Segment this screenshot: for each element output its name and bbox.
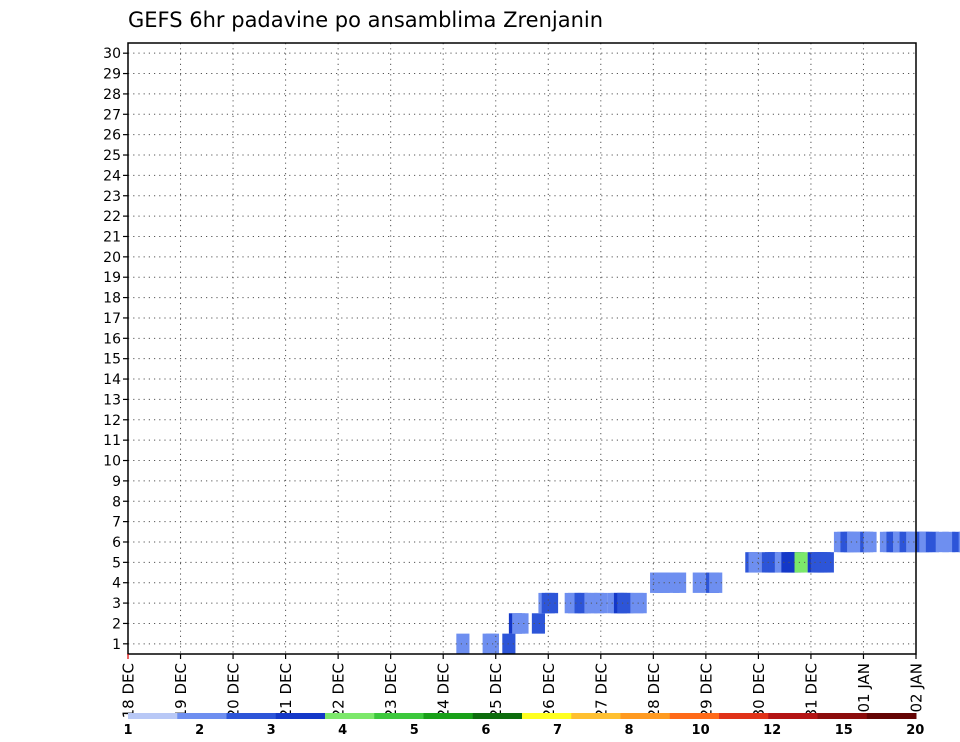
legend-swatch: [374, 713, 424, 719]
heatmap-cell: [820, 552, 834, 573]
y-tick-label: 10: [103, 454, 121, 470]
legend-swatch: [719, 713, 769, 719]
legend-swatch: [226, 713, 277, 719]
legend-swatch: [571, 713, 621, 719]
y-tick-label: 5: [112, 555, 121, 571]
x-tick-label: 24 DEC: [435, 663, 453, 718]
x-tick-label: 02 JAN: [908, 663, 926, 713]
heatmap-cell: [633, 592, 647, 614]
heatmap-cell: [531, 613, 545, 634]
legend-swatch: [325, 713, 375, 719]
x-tick-label: 01 JAN: [855, 663, 873, 713]
heatmap-cell: [925, 531, 939, 553]
heatmap-cell: [620, 592, 634, 614]
y-tick-label: 16: [103, 331, 121, 347]
y-tick-label: 1: [112, 637, 121, 653]
legend-swatch: [866, 713, 917, 719]
y-tick-label: 13: [103, 392, 121, 408]
heatmap-cell: [952, 531, 960, 553]
legend-swatch: [128, 713, 178, 719]
legend-label: 4: [338, 723, 347, 738]
y-tick-label: 23: [103, 189, 121, 205]
legend-swatch: [275, 713, 326, 719]
x-tick-label: 26 DEC: [540, 663, 558, 718]
y-tick-label: 20: [103, 250, 121, 266]
heatmap-cell: [594, 592, 608, 614]
y-tick-label: 30: [103, 46, 121, 62]
heatmap-cells: [456, 531, 960, 654]
y-tick-label: 3: [112, 596, 121, 612]
x-tick-label: 31 DEC: [802, 663, 820, 718]
legend-label: 2: [195, 723, 204, 738]
heatmap-cell: [748, 552, 762, 573]
legend-label: 5: [410, 723, 419, 738]
y-tick-label: 7: [112, 515, 121, 531]
heatmap-cell: [456, 633, 470, 654]
legend-label: 15: [835, 723, 853, 738]
legend-label: 8: [624, 723, 633, 738]
legend-label: 7: [553, 723, 562, 738]
heatmap-cell: [544, 592, 559, 614]
y-tick-label: 26: [103, 128, 121, 144]
x-axis-ticks: 18 DEC 19 DEC 20 DEC 21 DEC 22 DEC 23 DEC 24 D…: [120, 654, 926, 718]
legend-swatch: [620, 713, 671, 719]
y-tick-label: 24: [103, 168, 121, 184]
y-axis-ticks: 1234567891011121314151617181920212223242…: [103, 46, 128, 653]
y-tick-label: 8: [112, 494, 121, 510]
legend-label: 3: [267, 723, 276, 738]
y-tick-label: 9: [112, 474, 121, 490]
heatmap-cell: [863, 531, 877, 553]
x-tick-label: 30 DEC: [750, 663, 768, 718]
legend-label: 10: [692, 723, 710, 738]
chart-title: GEFS 6hr padavine po ansamblima Zrenjani…: [128, 8, 603, 32]
legend-swatch: [669, 713, 720, 719]
x-tick-label: 28 DEC: [645, 663, 663, 718]
y-tick-label: 19: [103, 270, 121, 286]
y-tick-label: 17: [103, 311, 121, 327]
legend-swatch: [522, 713, 572, 719]
heatmap-cell: [656, 572, 670, 593]
heatmap-cell: [692, 572, 706, 593]
y-tick-label: 15: [103, 352, 121, 368]
y-tick-label: 25: [103, 148, 121, 164]
x-tick-label: 23 DEC: [382, 663, 400, 718]
heatmap-cell: [502, 633, 516, 654]
legend-label: 6: [481, 723, 490, 738]
x-tick-label: 22 DEC: [330, 663, 348, 718]
y-tick-label: 6: [112, 535, 121, 551]
x-tick-label: 20 DEC: [225, 663, 243, 718]
y-tick-label: 22: [103, 209, 121, 225]
legend-swatch: [177, 713, 227, 719]
x-tick-label: 18 DEC: [120, 663, 138, 718]
x-tick-label: 21 DEC: [277, 663, 295, 718]
color-legend: 1 2 3 4 5 6 7 8 10 12 15 20: [123, 713, 924, 738]
plot-frame: [127, 42, 917, 655]
y-tick-label: 14: [103, 372, 121, 388]
legend-label: 1: [123, 723, 132, 738]
y-tick-label: 27: [103, 107, 121, 123]
y-tick-label: 12: [103, 413, 121, 429]
x-tick-label: 27 DEC: [592, 663, 610, 718]
legend-swatch: [817, 713, 868, 719]
y-tick-label: 11: [103, 433, 121, 449]
heatmap-cell: [958, 531, 960, 553]
heatmap-cell: [942, 531, 956, 553]
y-tick-label: 29: [103, 67, 121, 83]
y-tick-label: 18: [103, 291, 121, 307]
legend-swatch: [768, 713, 818, 719]
heatmap-cell: [794, 552, 808, 573]
x-tick-label: 25 DEC: [487, 663, 505, 718]
legend-label: 20: [906, 723, 924, 738]
legend-swatch: [423, 713, 474, 719]
x-tick-label: 19 DEC: [172, 663, 190, 718]
x-tick-label: 29 DEC: [697, 663, 715, 718]
legend-label: 12: [763, 723, 781, 738]
y-tick-label: 2: [112, 616, 121, 632]
y-tick-label: 28: [103, 87, 121, 103]
heatmap-cell: [515, 613, 529, 634]
legend-swatch: [472, 713, 523, 719]
y-tick-label: 21: [103, 229, 121, 245]
y-tick-label: 4: [112, 576, 121, 592]
